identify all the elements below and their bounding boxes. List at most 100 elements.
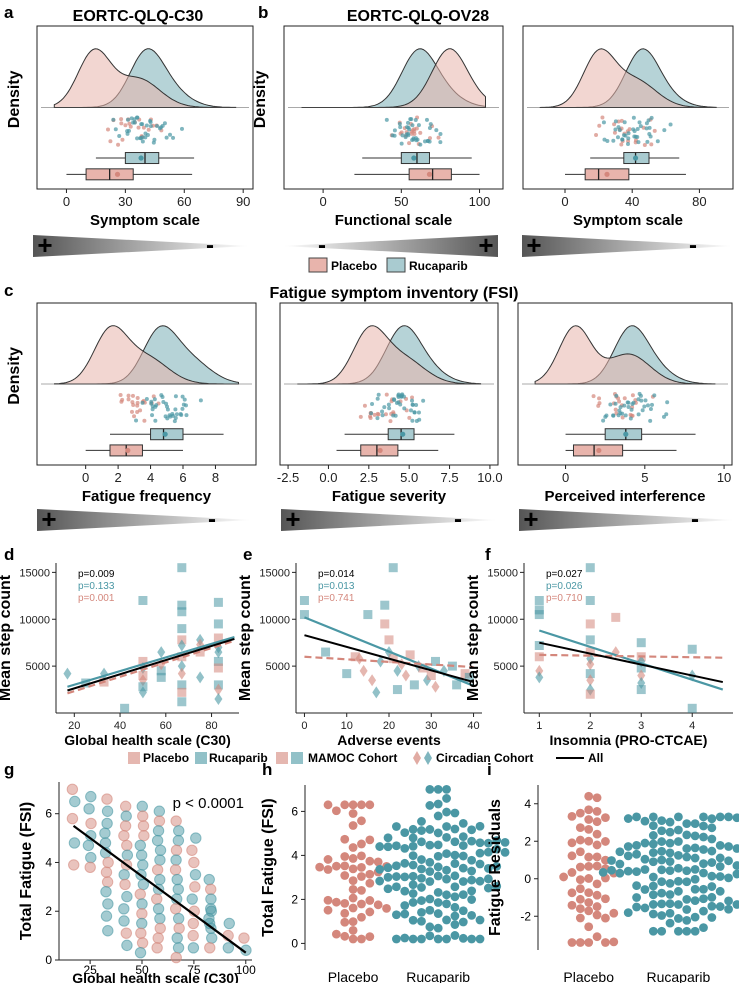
box-placebo-mean — [114, 171, 121, 177]
jitter-point-placebo — [591, 394, 596, 399]
panel-letter-f: f — [485, 545, 491, 564]
jitter-point-placebo — [130, 400, 135, 405]
jitter-point-rucaparib — [636, 397, 641, 402]
jitter-point-rucaparib — [644, 126, 649, 131]
jitter-point-rucaparib — [616, 125, 621, 130]
data-point-square — [431, 656, 440, 666]
data-point-rucaparib — [483, 874, 493, 884]
data-point-rucaparib — [442, 874, 451, 884]
x-axis-label: Insomnia (PRO-CTCAE) — [550, 732, 708, 748]
data-point-rucaparib — [425, 931, 435, 941]
x-tick-label: 20 — [68, 720, 80, 732]
data-point-placebo — [592, 879, 602, 889]
data-point-square — [177, 687, 187, 697]
data-point-rucaparib — [632, 902, 641, 912]
jitter-point-rucaparib — [649, 402, 654, 407]
panel-letter-i: i — [487, 760, 492, 779]
data-point-rucaparib — [699, 923, 708, 933]
data-point-rucaparib — [732, 813, 739, 823]
data-point-rucaparib — [715, 872, 725, 881]
gradient-arrow-b2: + - — [522, 230, 733, 260]
jitter-point-rucaparib — [139, 122, 144, 127]
jitter-point-rucaparib — [661, 414, 666, 419]
jitter-point-rucaparib — [386, 402, 391, 407]
data-point-rucaparib — [425, 867, 435, 876]
data-point — [102, 898, 114, 910]
y-axis-label: Mean step count — [0, 574, 14, 701]
data-point-rucaparib — [665, 866, 675, 876]
data-point — [153, 815, 166, 827]
jitter-point-placebo — [358, 414, 363, 419]
data-point-rucaparib — [408, 898, 418, 907]
data-point — [134, 839, 147, 852]
data-point-placebo — [584, 791, 594, 801]
data-point-placebo — [601, 837, 610, 846]
x-tick-label: 40 — [467, 720, 479, 732]
fit-line-placebo — [539, 653, 723, 659]
data-point-diamond — [372, 686, 381, 699]
data-point-square — [380, 619, 390, 629]
beeswarm-panel-i: -2 0 2 4 Placebo Rucaparib Fatigue Residuals — [487, 785, 739, 983]
legend-mid: Placebo Rucaparib MAMOC Cohort Circadian Co… — [128, 751, 603, 765]
data-point — [102, 856, 114, 869]
data-point-rucaparib — [492, 861, 502, 871]
data-point — [172, 912, 185, 925]
panel-letter-b: b — [258, 3, 268, 22]
raincloud-panel-c2: -2.5 0.0 2.5 5.0 7.5 10.0 Fatigue severity — [277, 302, 503, 505]
y-tick-label: 2 — [524, 834, 531, 848]
data-point — [137, 810, 149, 822]
data-point-rucaparib — [475, 934, 485, 944]
data-point-rucaparib — [665, 908, 675, 918]
data-point-rucaparib — [400, 933, 410, 943]
jitter-point-rucaparib — [648, 134, 653, 139]
data-point — [172, 883, 184, 895]
data-point-diamond — [376, 655, 385, 668]
x-tick-label: 50 — [394, 194, 408, 209]
data-point-rucaparib — [623, 866, 633, 876]
data-point-rucaparib — [690, 853, 700, 863]
jitter-point-rucaparib — [173, 407, 178, 412]
data-point-rucaparib — [715, 902, 725, 911]
data-point-rucaparib — [682, 877, 692, 887]
data-point-rucaparib — [408, 841, 418, 851]
jitter-point-placebo — [138, 408, 143, 413]
data-point-placebo — [584, 874, 594, 883]
data-point-rucaparib — [433, 909, 443, 918]
data-point — [101, 805, 114, 817]
plus-sign: + — [285, 504, 300, 534]
data-point-square — [585, 635, 595, 645]
jitter-point-rucaparib — [135, 115, 140, 120]
data-point-placebo — [348, 809, 358, 818]
data-point-placebo — [609, 908, 619, 918]
data-point-placebo — [584, 852, 594, 862]
data-point-rucaparib — [442, 807, 451, 817]
data-point — [152, 825, 165, 837]
jitter-point-rucaparib — [184, 413, 189, 418]
data-point-square — [585, 689, 595, 699]
data-point-square — [213, 597, 223, 607]
data-point-rucaparib — [467, 866, 477, 876]
jitter-point-placebo — [126, 397, 131, 402]
jitter-point-rucaparib — [611, 413, 616, 418]
data-point-placebo — [365, 932, 375, 942]
data-point-rucaparib — [450, 892, 460, 902]
data-point-rucaparib — [715, 853, 725, 863]
data-point-rucaparib — [433, 799, 443, 809]
data-point — [85, 790, 97, 803]
data-point — [102, 925, 114, 937]
jitter-point-rucaparib — [148, 124, 153, 129]
data-point-rucaparib — [648, 881, 658, 891]
density-placebo — [539, 48, 717, 108]
jitter-point-rucaparib — [144, 396, 149, 401]
jitter-point-placebo — [412, 129, 417, 134]
data-point-rucaparib — [483, 847, 493, 857]
data-point-square — [299, 610, 309, 620]
data-point-rucaparib — [690, 819, 700, 829]
data-point-placebo — [575, 904, 585, 914]
plot-frame — [36, 25, 254, 190]
gradient-wedge — [33, 235, 250, 257]
data-point-rucaparib — [690, 926, 700, 936]
jitter-point-rucaparib — [655, 139, 660, 144]
